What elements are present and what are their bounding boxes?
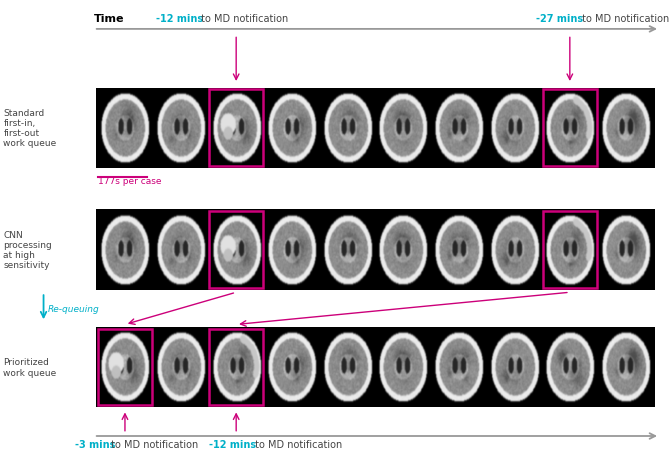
Text: -12 mins: -12 mins bbox=[155, 14, 203, 24]
Text: sensitivity: sensitivity bbox=[3, 261, 50, 270]
Bar bbox=[543, 90, 597, 167]
Text: to MD notification: to MD notification bbox=[251, 439, 342, 449]
Text: at high: at high bbox=[3, 251, 36, 260]
Text: work queue: work queue bbox=[3, 368, 56, 377]
Text: Re-queuing: Re-queuing bbox=[48, 304, 100, 313]
Text: first-out: first-out bbox=[3, 129, 40, 138]
Text: 177s per case: 177s per case bbox=[98, 177, 162, 186]
Bar bbox=[96, 89, 655, 169]
Text: to MD notification: to MD notification bbox=[198, 14, 288, 24]
Text: -3 mins: -3 mins bbox=[75, 439, 115, 449]
Text: Time: Time bbox=[94, 14, 125, 24]
Text: first-in,: first-in, bbox=[3, 119, 36, 128]
Bar bbox=[98, 329, 152, 406]
Text: Prioritized: Prioritized bbox=[3, 358, 49, 367]
Text: processing: processing bbox=[3, 241, 52, 250]
Text: work queue: work queue bbox=[3, 139, 56, 148]
Text: -12 mins: -12 mins bbox=[209, 439, 257, 449]
Text: to MD notification: to MD notification bbox=[109, 439, 198, 449]
Bar bbox=[209, 212, 263, 288]
Bar bbox=[96, 327, 655, 408]
Bar bbox=[209, 329, 263, 406]
Text: -27 mins: -27 mins bbox=[536, 14, 584, 24]
Text: Standard: Standard bbox=[3, 109, 45, 118]
Text: to MD notification: to MD notification bbox=[578, 14, 669, 24]
Bar bbox=[543, 212, 597, 288]
Text: CNN: CNN bbox=[3, 230, 23, 240]
Bar bbox=[96, 210, 655, 290]
Bar bbox=[209, 90, 263, 167]
